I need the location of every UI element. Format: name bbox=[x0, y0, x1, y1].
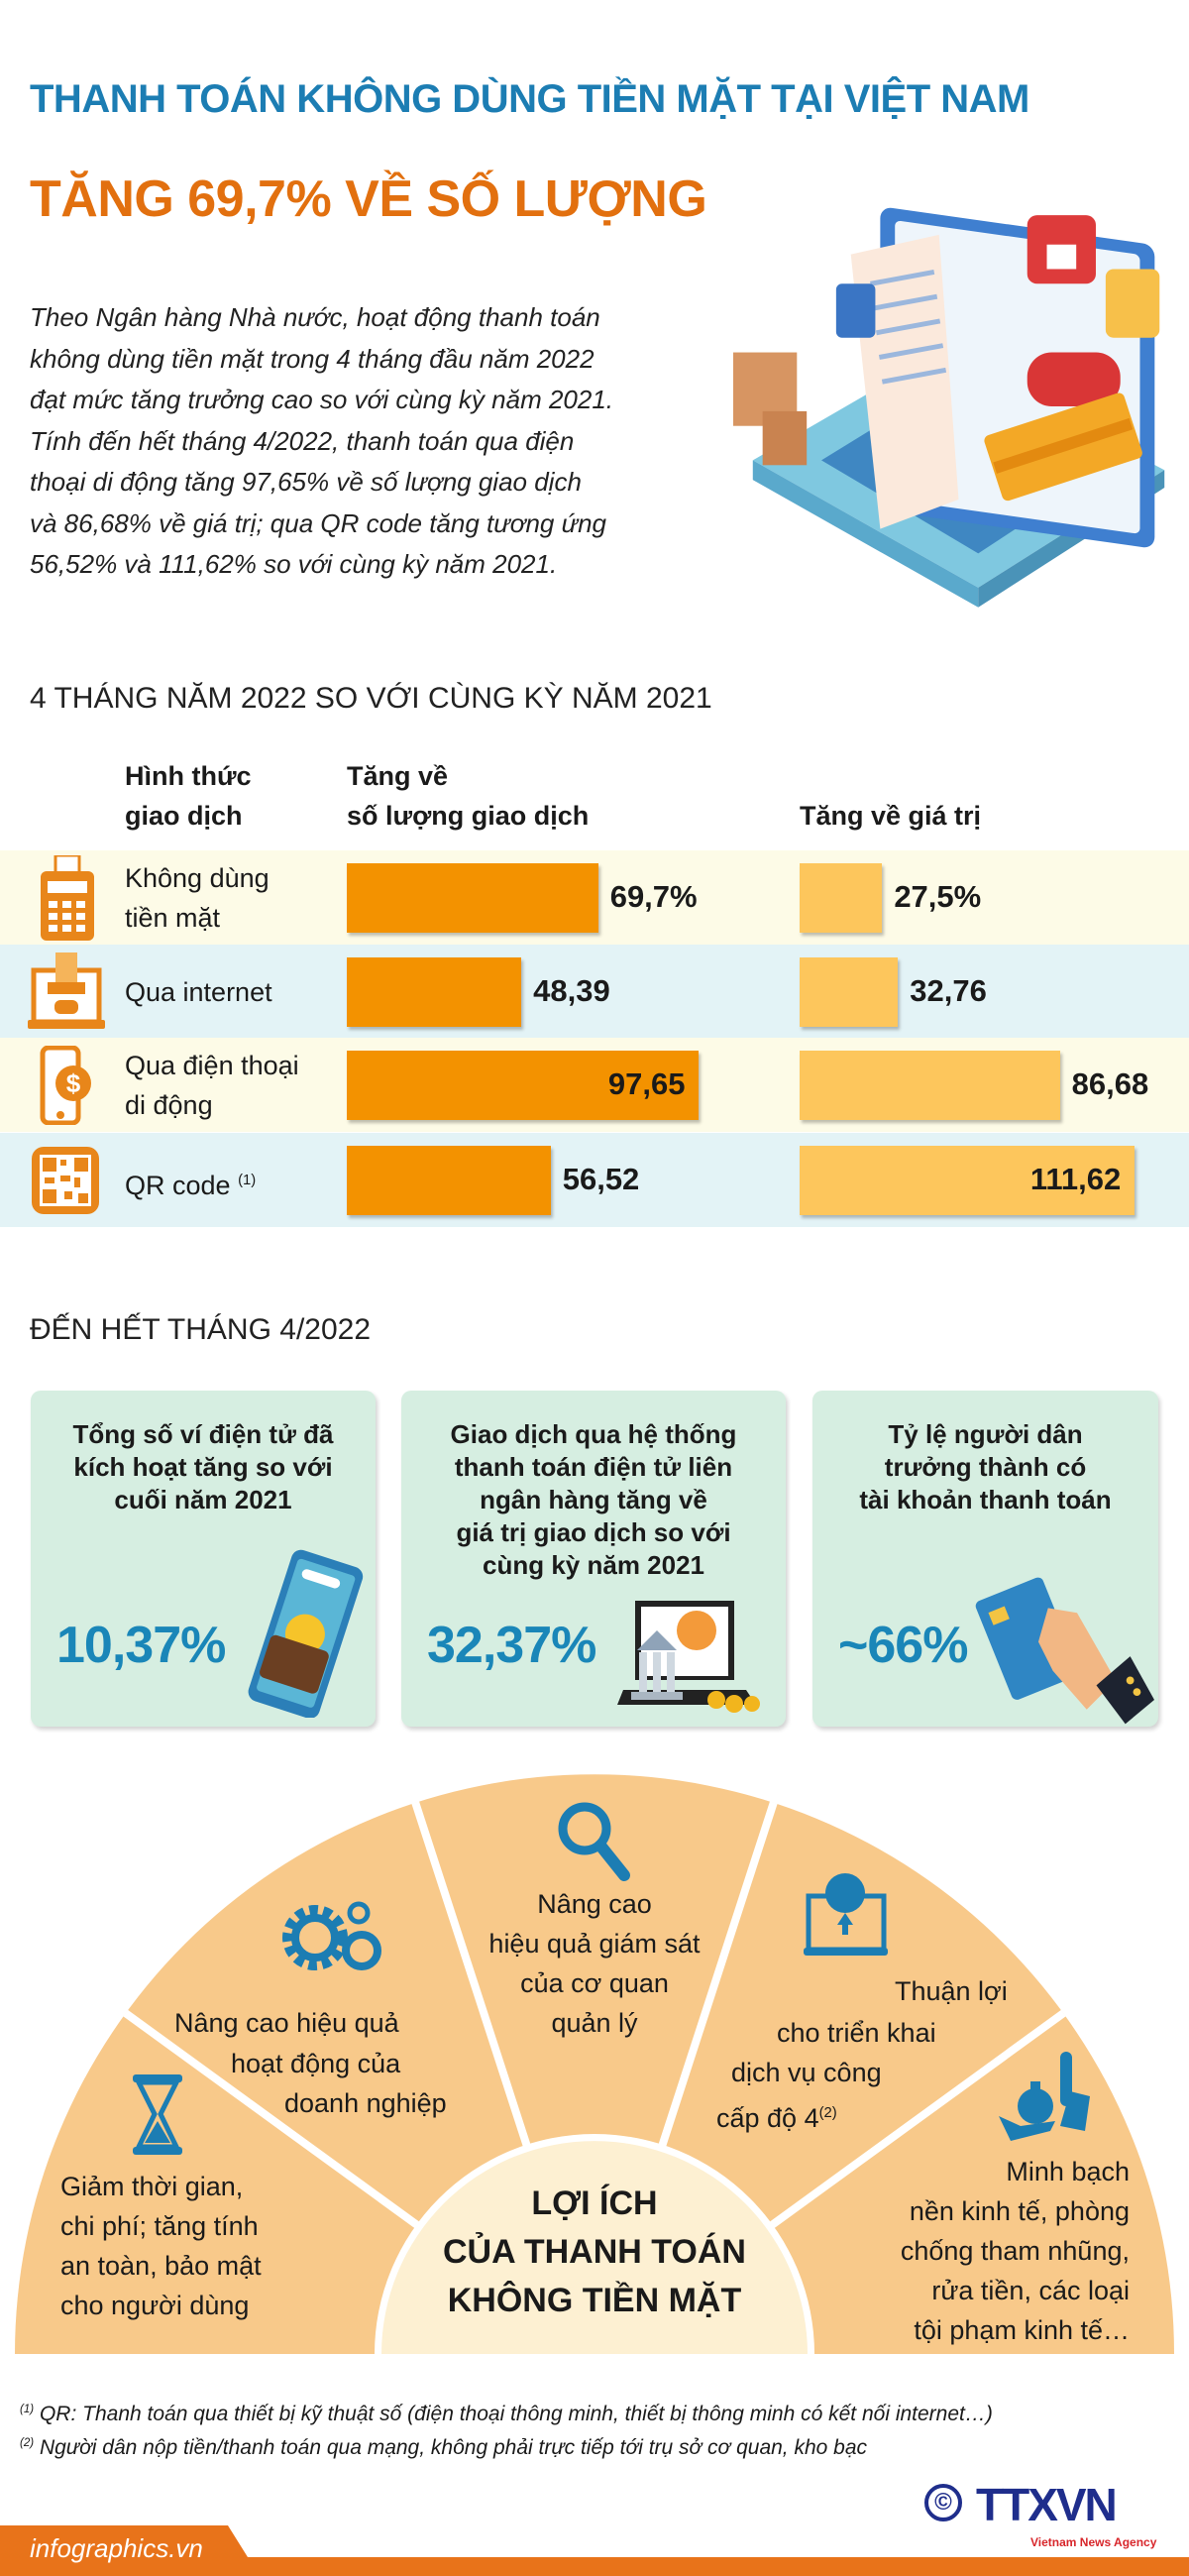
footnote-1: (1) QR: Thanh toán qua thiết bị kỹ thuật… bbox=[20, 2403, 993, 2425]
benefit-text-4: dịch vụ công bbox=[731, 2058, 882, 2087]
laptop-payment-illustration bbox=[733, 207, 1165, 608]
benefit-text-4: cho triển khai bbox=[777, 2018, 936, 2048]
card-title: Tỷ lệ người dân trưởng thành có tài khoản … bbox=[859, 1419, 1112, 1514]
volume-bar bbox=[347, 1146, 551, 1215]
benefit-text-2: hoạt động của bbox=[231, 2049, 401, 2078]
laptop-payment-icon bbox=[28, 952, 105, 1029]
volume-bar bbox=[347, 863, 598, 933]
card-value: 10,37% bbox=[56, 1617, 226, 1674]
ttxvn-logo: TTXVN bbox=[976, 2479, 1118, 2530]
row-label: Không dùng tiền mặt bbox=[125, 863, 270, 933]
volume-label: 56,52 bbox=[562, 1162, 640, 1196]
value-bar bbox=[800, 957, 899, 1027]
volume-bar bbox=[347, 957, 522, 1027]
intro-paragraph: Theo Ngân hàng Nhà nước, hoạt động thanh… bbox=[30, 302, 614, 579]
qr-code-icon bbox=[32, 1147, 99, 1214]
e-wallet-phone-icon bbox=[248, 1549, 364, 1718]
value-bar bbox=[800, 1051, 1060, 1120]
value-label: 86,68 bbox=[1071, 1066, 1149, 1101]
benefit-text-2: Nâng cao hiệu quả bbox=[174, 2008, 399, 2038]
footnote-2: (2) Người dân nộp tiền/thanh toán qua mạ… bbox=[20, 2436, 868, 2459]
volume-label: 48,39 bbox=[533, 973, 610, 1008]
hourglass-icon bbox=[133, 2074, 182, 2155]
value-bar bbox=[800, 863, 883, 933]
center-circle bbox=[381, 2141, 808, 2354]
bank-laptop-icon bbox=[617, 1601, 760, 1713]
benefit-text-3: Nâng cao hiệu quả giám sát của cơ quan quản… bbox=[488, 1889, 701, 2038]
pos-terminal-icon bbox=[41, 855, 94, 941]
row-label: Qua điện thoại di động bbox=[125, 1051, 299, 1120]
benefit-text-5: Minh bạch nền kinh tế, phòng chống tham nh… bbox=[900, 2157, 1130, 2345]
table-row: Không dùng tiền mặt 69,7% 27,5% bbox=[0, 850, 1189, 945]
benefit-text-4: Thuận lợi bbox=[895, 1976, 1008, 2006]
col-header-type: Hình thức giao dịch bbox=[125, 761, 252, 831]
benefits-center-title: LỢI ÍCH CỦA THANH TOÁN KHÔNG TIỀN MẶT bbox=[443, 2184, 746, 2319]
footnote-mark: (1) bbox=[238, 1173, 257, 1188]
card-value: ~66% bbox=[838, 1617, 968, 1674]
stat-card: Tổng số ví điện tử đã kích hoạt tăng so v… bbox=[31, 1391, 376, 1727]
table-row: Qua internet 48,39 32,76 bbox=[0, 945, 1189, 1039]
volume-label: 69,7% bbox=[609, 879, 698, 914]
main-title: THANH TOÁN KHÔNG DÙNG TIỀN MẶT TẠI VIỆT … bbox=[30, 77, 1029, 121]
mobile-dollar-icon: $ bbox=[40, 1046, 91, 1125]
april-heading: ĐẾN HẾT THÁNG 4/2022 bbox=[30, 1313, 372, 1346]
card-title: Giao dịch qua hệ thống thanh toán điện tử… bbox=[450, 1419, 737, 1580]
row-label: QR code (1) bbox=[125, 1171, 257, 1200]
col-header-value: Tăng về giá trị bbox=[800, 801, 982, 831]
logo-subtitle: Vietnam News Agency bbox=[1030, 2535, 1157, 2549]
site-link[interactable]: infographics.vn bbox=[30, 2533, 203, 2563]
value-label: 32,76 bbox=[910, 973, 987, 1008]
copyright-icon: © bbox=[924, 2484, 962, 2521]
benefit-text-2: doanh nghiệp bbox=[284, 2088, 447, 2118]
row-label: Qua internet bbox=[125, 977, 272, 1007]
stat-card: Giao dịch qua hệ thống thanh toán điện tử… bbox=[401, 1391, 786, 1727]
value-label: 111,62 bbox=[1029, 1162, 1122, 1196]
money-hand-icon bbox=[999, 2052, 1090, 2141]
footnote-mark: (2) bbox=[818, 2105, 837, 2121]
svg-text:$: $ bbox=[66, 1068, 81, 1098]
subtitle: TĂNG 69,7% VỀ SỐ LƯỢNG bbox=[30, 170, 707, 228]
stat-card: Tỷ lệ người dân trưởng thành có tài khoản … bbox=[812, 1391, 1158, 1727]
comparison-heading: 4 THÁNG NĂM 2022 SO VỚI CÙNG KỲ NĂM 2021 bbox=[30, 682, 712, 715]
value-bar bbox=[800, 1146, 1135, 1215]
volume-bar bbox=[347, 1051, 700, 1120]
hand-card-icon bbox=[975, 1577, 1154, 1725]
globe-laptop-icon bbox=[804, 1873, 888, 1956]
benefits-semicircle bbox=[15, 1774, 1174, 2358]
col-header-volume: Tăng về số lượng giao dịch bbox=[347, 761, 590, 831]
volume-label: 97,65 bbox=[607, 1066, 686, 1101]
benefit-text-4: cấp độ 4(2) bbox=[716, 2103, 837, 2133]
table-row: $ Qua điện thoại di động 97,65 86,68 bbox=[0, 1038, 1189, 1132]
benefit-text-1: Giảm thời gian, chi phí; tăng tính an toàn… bbox=[60, 2172, 262, 2320]
table-row: QR code (1) 56,52 111,62 bbox=[0, 1133, 1189, 1227]
card-title: Tổng số ví điện tử đã kích hoạt tăng so v… bbox=[72, 1419, 334, 1514]
magnifier-icon bbox=[558, 1802, 630, 1881]
footer-bar bbox=[0, 2525, 1189, 2576]
card-value: 32,37% bbox=[427, 1617, 596, 1674]
value-label: 27,5% bbox=[894, 879, 982, 914]
gears-icon bbox=[282, 1901, 381, 1970]
